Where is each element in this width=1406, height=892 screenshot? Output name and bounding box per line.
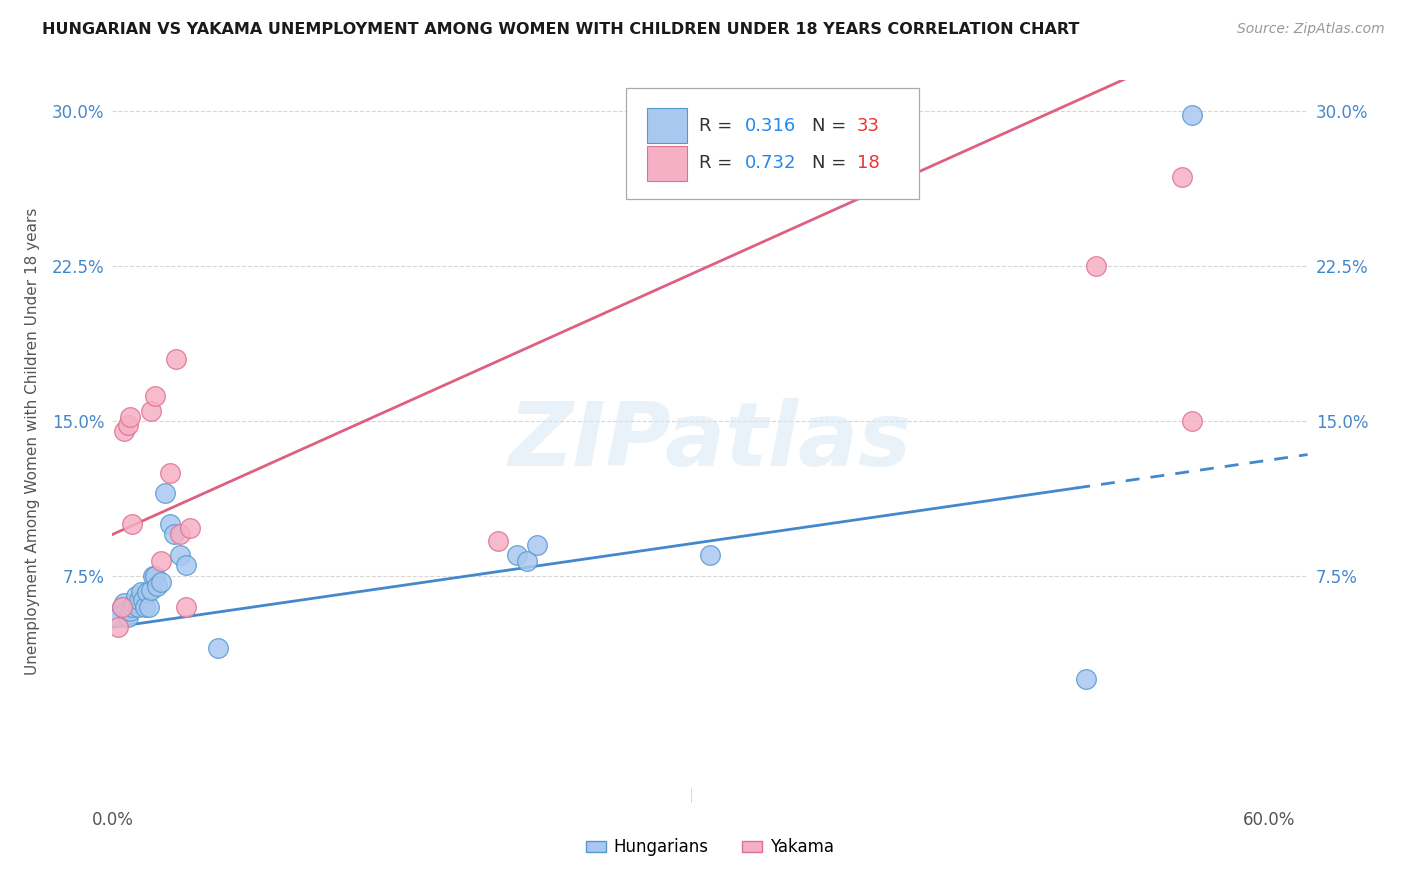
Text: R =: R = (699, 117, 738, 135)
Legend: Hungarians, Yakama: Hungarians, Yakama (579, 831, 841, 863)
Point (506, 548, 529, 562)
Point (486, 533, 509, 548)
Point (142, 568, 165, 582)
Point (121, 517, 143, 532)
FancyBboxPatch shape (647, 146, 688, 181)
Point (159, 517, 181, 532)
Point (124, 590, 146, 604)
Point (153, 486, 176, 500)
Point (112, 596, 135, 610)
Text: N =: N = (811, 154, 852, 172)
Point (179, 521, 201, 535)
Point (174, 558, 197, 573)
Text: 33: 33 (858, 117, 880, 135)
Point (516, 554, 538, 568)
Text: 0.732: 0.732 (745, 154, 796, 172)
Point (526, 538, 548, 552)
Point (107, 610, 129, 624)
Point (134, 599, 156, 614)
Point (138, 599, 160, 614)
Point (1171, 170, 1194, 185)
Point (111, 599, 134, 614)
Y-axis label: Unemployment Among Women with Children Under 18 years: Unemployment Among Women with Children U… (25, 208, 41, 675)
Point (128, 593, 150, 607)
Point (1181, 108, 1204, 122)
Point (122, 596, 145, 610)
Point (174, 599, 197, 614)
Text: R =: R = (699, 154, 738, 172)
Point (107, 620, 129, 634)
Point (117, 417, 139, 432)
Text: 18: 18 (858, 154, 880, 172)
Point (146, 579, 169, 593)
Point (143, 389, 166, 403)
Point (159, 466, 181, 480)
Point (115, 604, 138, 618)
Point (149, 554, 172, 568)
Point (169, 548, 191, 562)
Point (117, 610, 139, 624)
Point (699, 548, 721, 562)
Point (131, 585, 153, 599)
Point (1181, 414, 1204, 428)
Point (1084, 259, 1107, 273)
FancyBboxPatch shape (627, 87, 920, 200)
Point (139, 583, 162, 598)
Point (118, 604, 141, 618)
FancyBboxPatch shape (647, 109, 688, 143)
Point (118, 409, 141, 424)
Point (149, 574, 172, 589)
Point (139, 403, 162, 417)
Point (111, 599, 134, 614)
Point (163, 527, 186, 541)
Point (165, 351, 187, 366)
Text: 0.316: 0.316 (745, 117, 796, 135)
Point (143, 568, 166, 582)
Text: N =: N = (811, 117, 852, 135)
Point (207, 640, 229, 655)
Point (121, 599, 143, 614)
Point (127, 599, 149, 614)
Point (136, 585, 159, 599)
Text: Source: ZipAtlas.com: Source: ZipAtlas.com (1237, 22, 1385, 37)
Text: ZIPatlas: ZIPatlas (509, 398, 911, 485)
Point (112, 424, 135, 438)
Point (169, 527, 191, 541)
Point (1074, 672, 1097, 686)
Text: HUNGARIAN VS YAKAMA UNEMPLOYMENT AMONG WOMEN WITH CHILDREN UNDER 18 YEARS CORREL: HUNGARIAN VS YAKAMA UNEMPLOYMENT AMONG W… (42, 22, 1080, 37)
Point (132, 593, 155, 607)
